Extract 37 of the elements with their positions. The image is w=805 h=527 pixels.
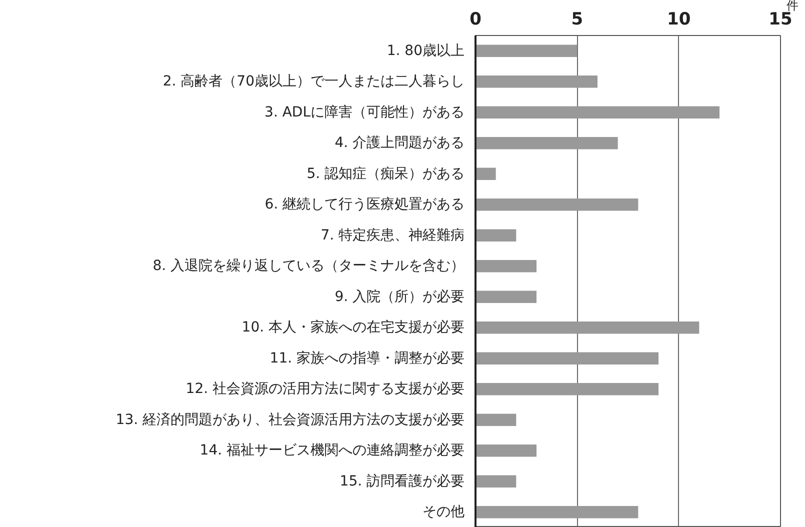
y-tick-label: 9. 入院（所）が必要 <box>334 288 465 305</box>
x-tick-label: 15 <box>768 10 792 30</box>
bar <box>476 136 618 150</box>
x-tick-label: 5 <box>571 10 584 30</box>
bar <box>476 198 638 211</box>
bar <box>476 506 638 518</box>
bar <box>476 382 658 396</box>
y-tick-label: 10. 本人・家族への在宅支援が必要 <box>242 320 465 336</box>
bar <box>476 75 598 88</box>
y-tick-label: 2. 高齢者（70歳以上）で一人または二人暮らし <box>162 74 465 90</box>
y-tick-label: 12. 社会資源の活用方法に関する支援が必要 <box>186 381 465 398</box>
y-tick-label: 15. 訪問看護が必要 <box>340 473 465 490</box>
x-tick-label: 0 <box>470 10 482 30</box>
y-tick-label: 3. ADLに障害（可能性）がある <box>264 104 465 120</box>
bar <box>476 44 578 58</box>
y-tick-label: 13. 経済的問題があり、社会資源活用方法の支援が必要 <box>116 412 465 428</box>
y-tick-label: その他 <box>422 504 464 520</box>
bar <box>476 290 536 304</box>
bar <box>476 168 496 180</box>
x-tick-label: 10 <box>667 10 691 30</box>
bar <box>476 414 516 426</box>
bar <box>476 475 516 488</box>
bar <box>476 260 536 272</box>
y-tick-label: 14. 福祉サービス機関への連絡調整が必要 <box>200 442 465 459</box>
bar <box>476 321 700 334</box>
y-tick-label: 8. 入退院を繰り返している（ターミナルを含む） <box>152 258 465 274</box>
y-tick-label: 5. 認知症（痴呆）がある <box>306 166 465 182</box>
x-axis-title: 件 <box>786 0 798 12</box>
bar <box>476 444 536 457</box>
y-tick-label: 7. 特定疾患、神経難病 <box>320 227 465 244</box>
bar <box>476 106 720 119</box>
y-tick-label: 11. 家族への指導・調整が必要 <box>270 350 465 366</box>
y-tick-label: 6. 継続して行う医療処置がある <box>264 196 465 213</box>
bar <box>476 352 658 365</box>
bar <box>476 229 516 242</box>
y-tick-label: 1. 80歳以上 <box>386 42 465 59</box>
y-tick-label: 4. 介護上問題がある <box>334 135 465 152</box>
